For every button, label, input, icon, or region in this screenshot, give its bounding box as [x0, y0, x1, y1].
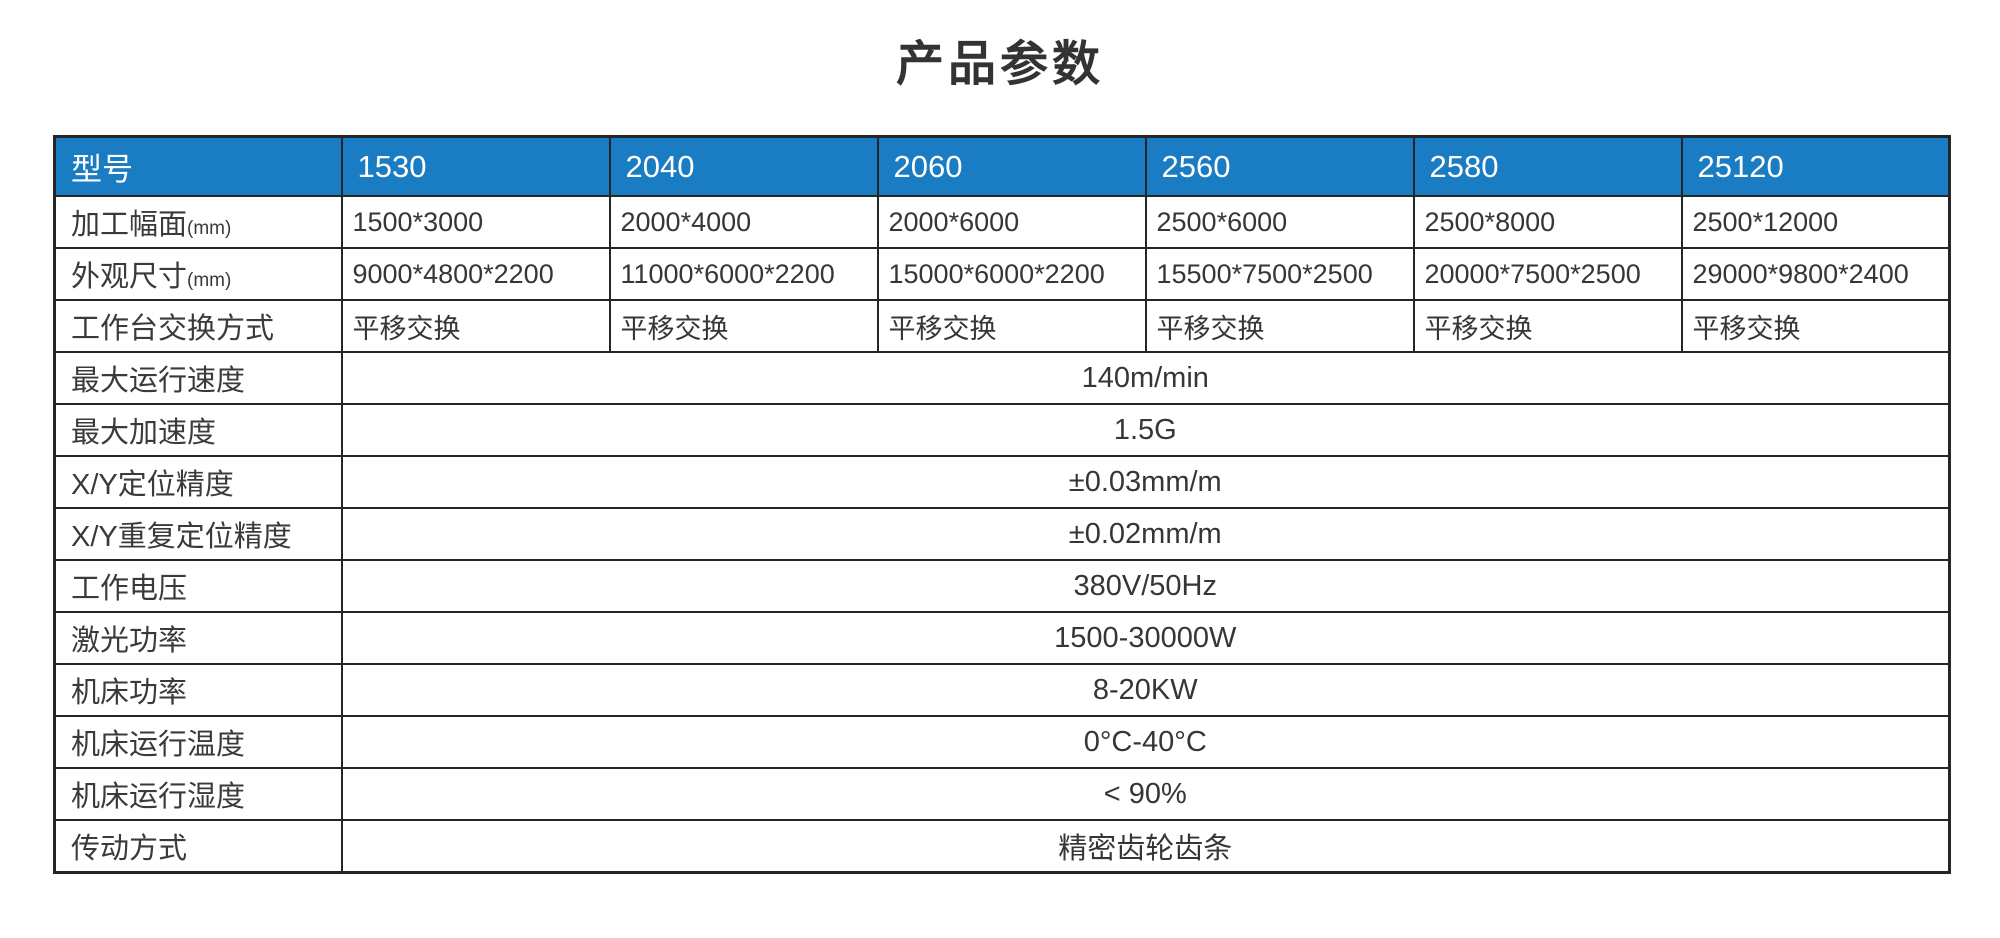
param-value-cell: 1.5G	[340, 403, 1951, 458]
param-value-cell: 9000*4800*2200	[340, 247, 611, 302]
param-label-cell: X/Y定位精度	[53, 455, 343, 510]
table-row-working-area: 加工幅面(mm) 1500*3000 2000*4000 2000*6000 2…	[53, 195, 1951, 250]
param-value-cell: 2500*12000	[1680, 195, 1951, 250]
param-label-cell: 激光功率	[53, 611, 343, 666]
param-label: 工作台交换方式	[71, 313, 275, 346]
param-value-cell: 20000*7500*2500	[1412, 247, 1683, 302]
table-row-operating-humidity: 机床运行湿度 < 90%	[53, 767, 1951, 822]
table-row-repeat-positioning-accuracy: X/Y重复定位精度 ±0.02mm/m	[53, 507, 1951, 562]
table-row-table-exchange: 工作台交换方式 平移交换 平移交换 平移交换 平移交换 平移交换 平移交换	[53, 299, 1951, 354]
param-unit: (mm)	[187, 270, 232, 292]
param-value-cell: 1500*3000	[340, 195, 611, 250]
header-cell-model-label: 型号	[53, 135, 343, 198]
param-label-cell: 机床运行湿度	[53, 767, 343, 822]
table-row-laser-power: 激光功率 1500-30000W	[53, 611, 1951, 666]
header-cell-model-1530: 1530	[340, 135, 611, 198]
param-label: 外观尺寸	[71, 261, 188, 294]
header-cell-model-2060: 2060	[876, 135, 1147, 198]
param-value-cell: 平移交换	[1412, 299, 1683, 354]
param-value-cell: 15500*7500*2500	[1144, 247, 1415, 302]
param-label-cell: 外观尺寸(mm)	[53, 247, 343, 302]
param-value-cell: 平移交换	[1144, 299, 1415, 354]
param-value-cell: 15000*6000*2200	[876, 247, 1147, 302]
header-cell-model-2040: 2040	[608, 135, 879, 198]
header-cell-model-2580: 2580	[1412, 135, 1683, 198]
table-row-overall-size: 外观尺寸(mm) 9000*4800*2200 11000*6000*2200 …	[53, 247, 1951, 302]
table-row-max-speed: 最大运行速度 140m/min	[53, 351, 1951, 406]
param-label-cell: 传动方式	[53, 819, 343, 874]
param-value-cell: 平移交换	[876, 299, 1147, 354]
param-value-cell: 8-20KW	[340, 663, 1951, 718]
param-value-cell: 29000*9800*2400	[1680, 247, 1951, 302]
param-label: 加工幅面	[71, 209, 188, 242]
param-label-cell: 机床功率	[53, 663, 343, 718]
param-value-cell: 140m/min	[340, 351, 1951, 406]
param-value-cell: 11000*6000*2200	[608, 247, 879, 302]
param-label-cell: 最大运行速度	[53, 351, 343, 406]
page-title: 产品参数	[895, 38, 1104, 91]
header-cell-model-2560: 2560	[1144, 135, 1415, 198]
param-unit: (mm)	[187, 218, 232, 240]
param-value-cell: 0°C-40°C	[340, 715, 1951, 770]
param-value-cell: 380V/50Hz	[340, 559, 1951, 614]
param-value-cell: 2000*4000	[608, 195, 879, 250]
param-value-cell: 平移交换	[340, 299, 611, 354]
table-row-operating-temperature: 机床运行温度 0°C-40°C	[53, 715, 1951, 770]
param-value-cell: < 90%	[340, 767, 1951, 822]
table-row-transmission-mode: 传动方式 精密齿轮齿条	[53, 819, 1951, 874]
param-value-cell: 2500*6000	[1144, 195, 1415, 250]
param-value-cell: 1500-30000W	[340, 611, 1951, 666]
param-value-cell: 2000*6000	[876, 195, 1147, 250]
param-label-cell: X/Y重复定位精度	[53, 507, 343, 562]
param-label-cell: 加工幅面(mm)	[53, 195, 343, 250]
param-label-cell: 工作电压	[53, 559, 343, 614]
header-cell-model-25120: 25120	[1680, 135, 1951, 198]
table-row-machine-power: 机床功率 8-20KW	[53, 663, 1951, 718]
param-label-cell: 工作台交换方式	[53, 299, 343, 354]
param-value-cell: 平移交换	[608, 299, 879, 354]
param-value-cell: 精密齿轮齿条	[340, 819, 1951, 874]
param-value-cell: ±0.03mm/m	[340, 455, 1951, 510]
param-label-cell: 最大加速度	[53, 403, 343, 458]
param-value-cell: ±0.02mm/m	[340, 507, 1951, 562]
table-row-working-voltage: 工作电压 380V/50Hz	[53, 559, 1951, 614]
param-value-cell: 平移交换	[1680, 299, 1951, 354]
product-parameters-table: 型号 1530 2040 2060 2560 2580 25120 加工幅面(m…	[53, 135, 1951, 875]
param-value-cell: 2500*8000	[1412, 195, 1683, 250]
table-header-row: 型号 1530 2040 2060 2560 2580 25120	[53, 135, 1951, 198]
table-row-positioning-accuracy: X/Y定位精度 ±0.03mm/m	[53, 455, 1951, 510]
param-label-cell: 机床运行温度	[53, 715, 343, 770]
table-row-max-acceleration: 最大加速度 1.5G	[53, 403, 1951, 458]
